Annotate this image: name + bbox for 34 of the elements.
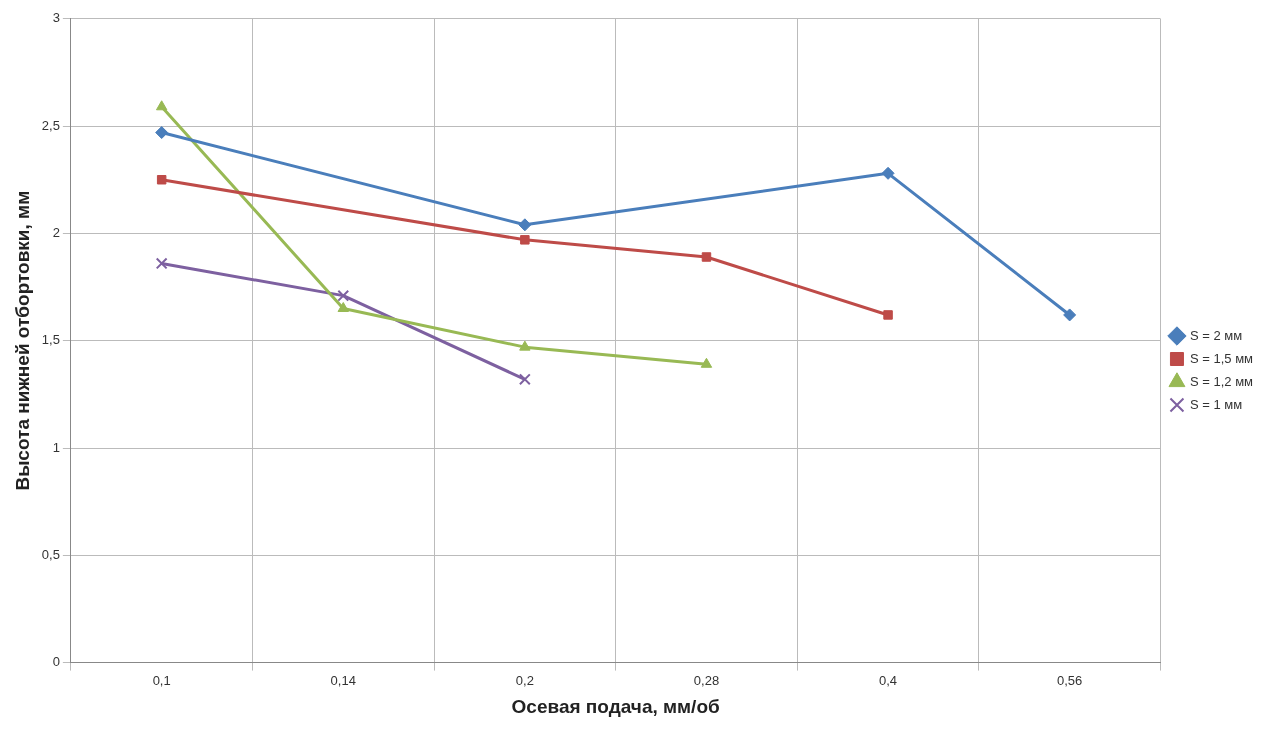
y-tick-label: 0,5: [41, 546, 60, 562]
x-axis-title: Осевая подача, мм/об: [511, 695, 720, 717]
point: [701, 252, 712, 262]
x-tick-label: 0,4: [879, 672, 898, 688]
point: [883, 310, 893, 320]
point: [881, 166, 895, 180]
y-tick-label: 2,5: [41, 117, 60, 133]
point: [155, 257, 168, 270]
point: [156, 175, 167, 185]
y-tick-label: 1: [52, 439, 60, 455]
y-tick-label: 1,5: [41, 332, 60, 348]
legend-label: S = 1,5 мм: [1189, 350, 1254, 366]
point: [155, 100, 168, 111]
point: [518, 218, 532, 232]
legend-label: S = 1,2 мм: [1189, 373, 1254, 389]
y-tick-label: 2: [52, 224, 60, 240]
x-tick-label: 0,2: [515, 672, 534, 688]
point: [519, 340, 531, 351]
x-tick-label: 0,1: [152, 672, 171, 688]
x-tick-label: 0,14: [330, 672, 356, 688]
point: [155, 126, 169, 140]
legend-label: S = 1 мм: [1189, 396, 1243, 412]
point: [518, 373, 531, 386]
legend-label: S = 2 мм: [1189, 327, 1243, 343]
x-tick-label: 0,56: [1057, 672, 1083, 688]
point: [1063, 308, 1077, 322]
point: [520, 235, 530, 245]
x-tick-label: 0,28: [693, 672, 720, 688]
point: [700, 357, 713, 368]
y-tick-label: 3: [52, 10, 60, 26]
y-tick-label: 0: [52, 654, 60, 670]
point: [337, 289, 350, 302]
point: [337, 302, 349, 313]
y-axis-title: Высота нижней отбортовки, мм: [11, 190, 33, 491]
